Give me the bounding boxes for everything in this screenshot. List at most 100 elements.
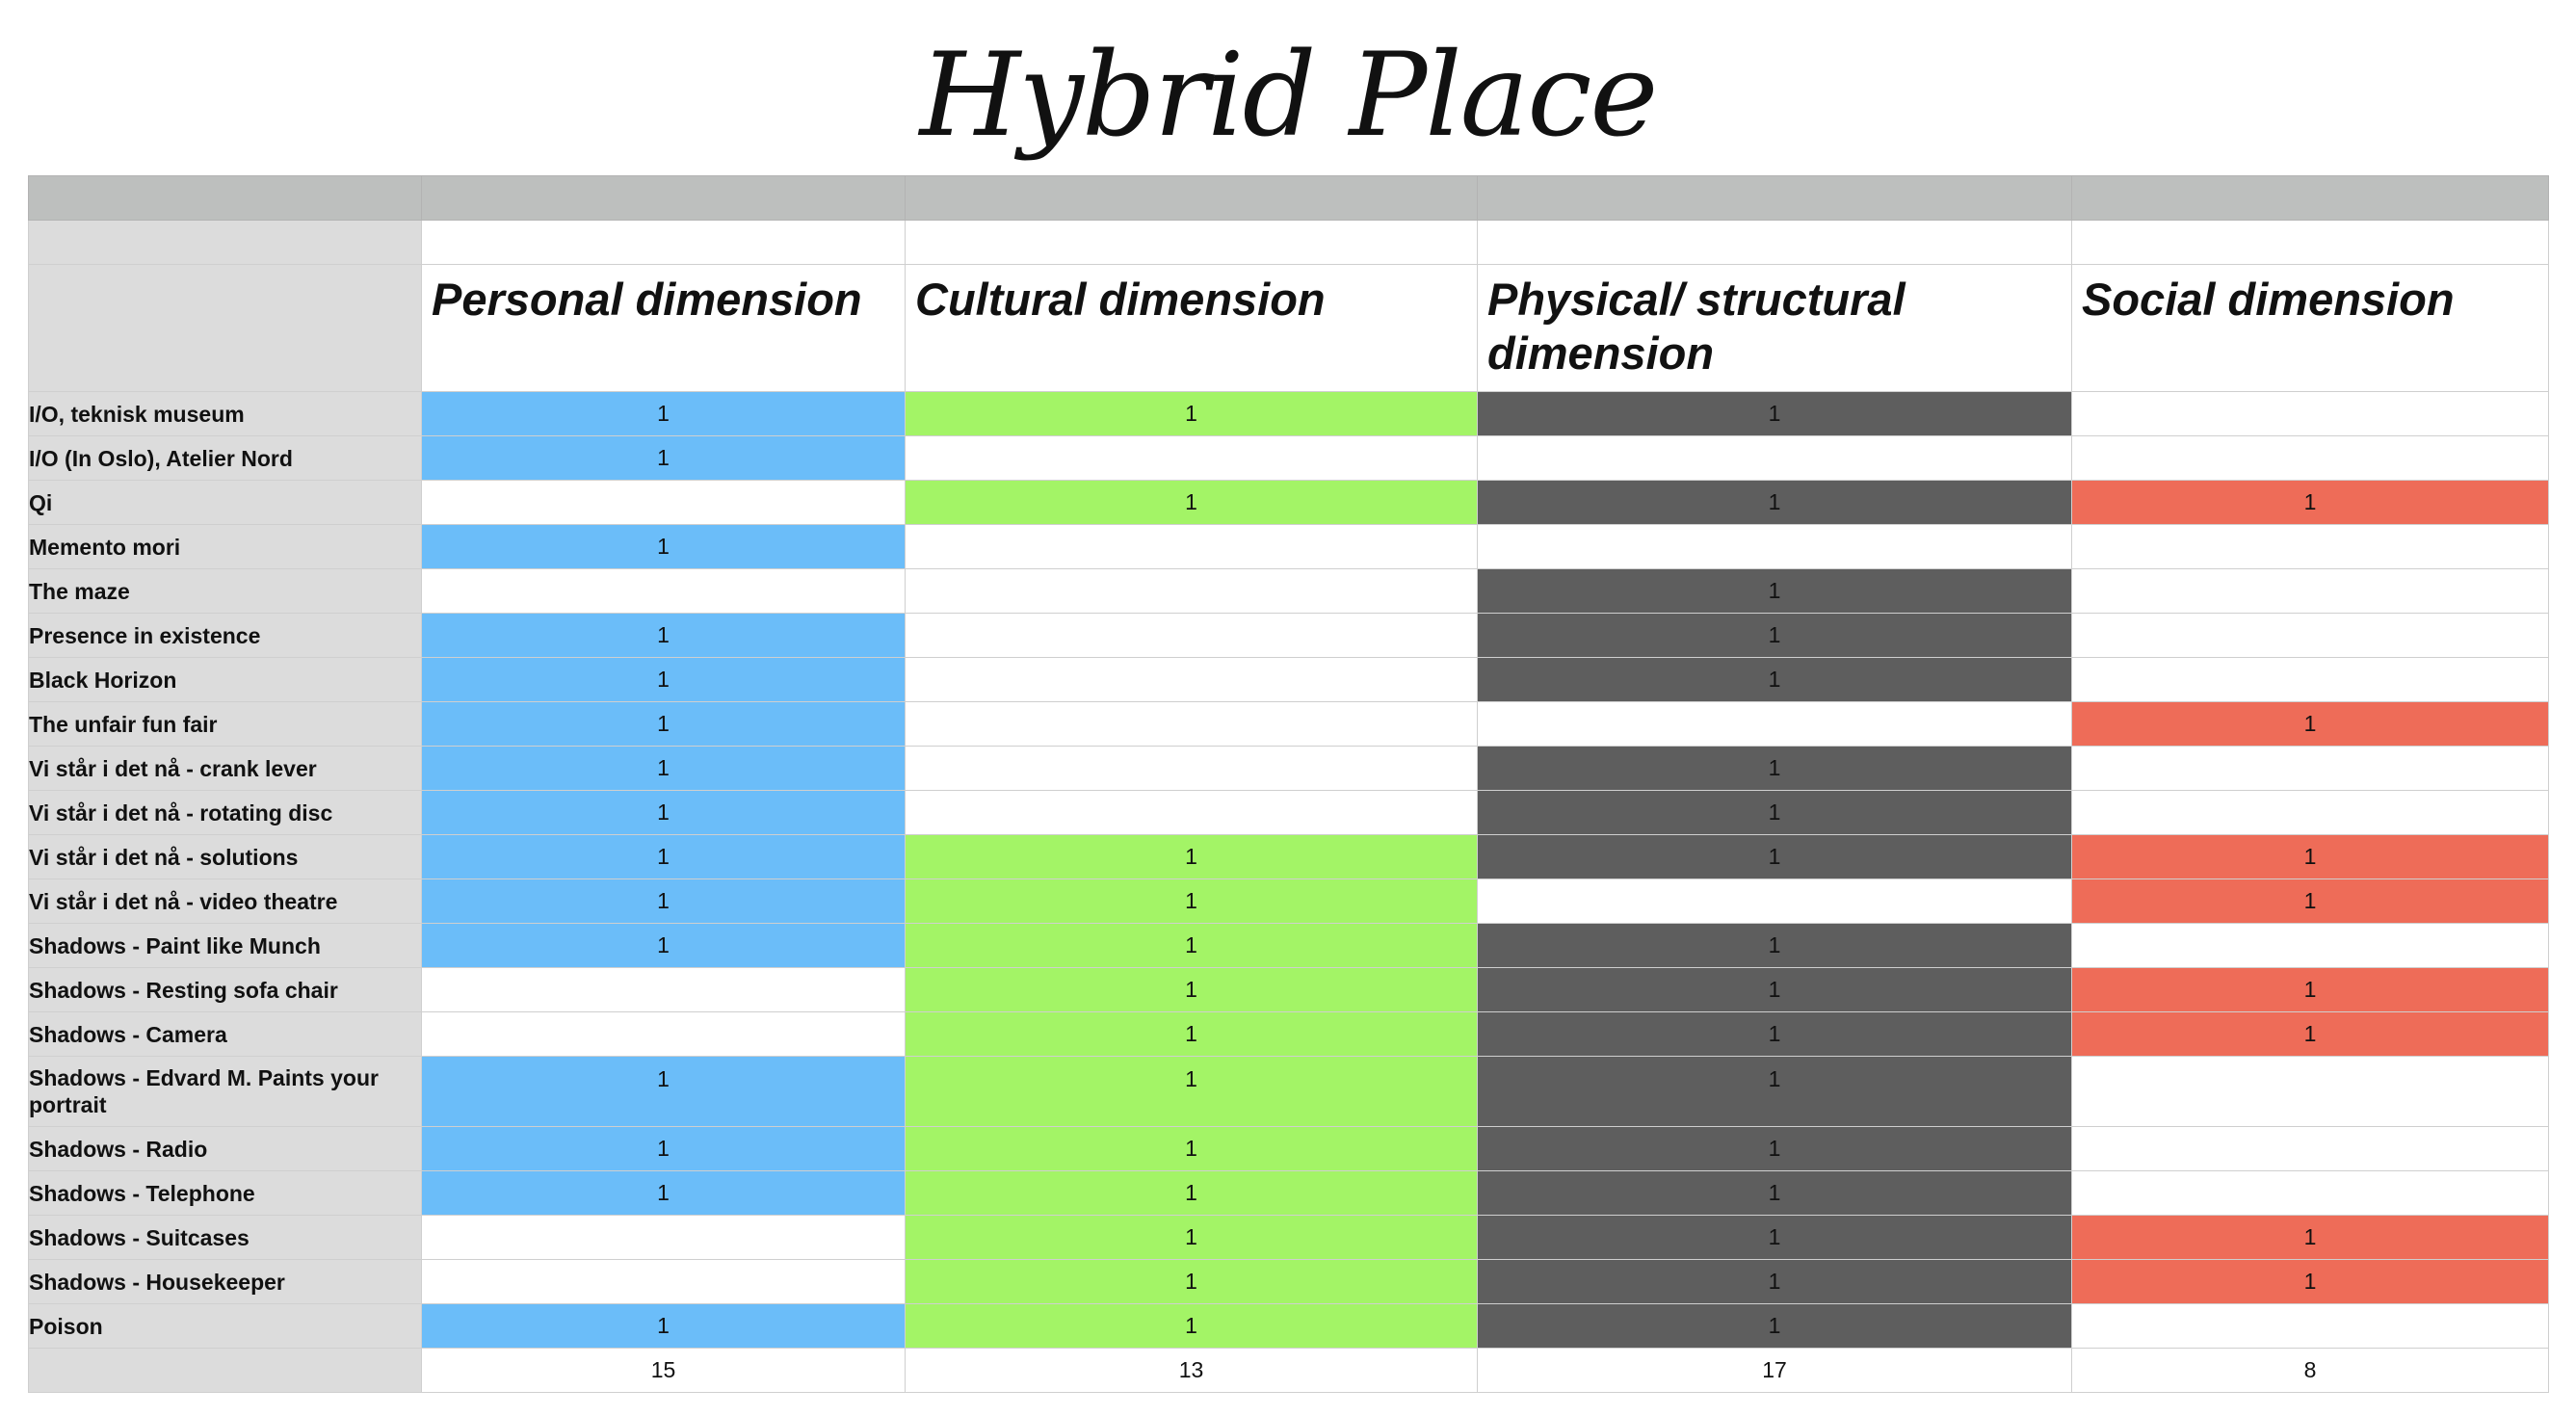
cell-physical[interactable]: 1 — [1477, 834, 2072, 879]
cell-social[interactable]: 1 — [2071, 1215, 2549, 1260]
row-label[interactable]: Qi — [28, 480, 422, 525]
cell-cultural[interactable]: 1 — [905, 1056, 1478, 1127]
row-label[interactable]: The unfair fun fair — [28, 701, 422, 747]
blank-cell[interactable] — [28, 220, 422, 265]
header-bar-cell[interactable] — [905, 175, 1478, 221]
cell-personal[interactable] — [421, 1011, 906, 1057]
row-label[interactable]: Shadows - Edvard M. Paints your portrait — [28, 1056, 422, 1127]
cell-physical[interactable]: 1 — [1477, 613, 2072, 658]
cell-social[interactable] — [2071, 1126, 2549, 1171]
row-label[interactable]: Poison — [28, 1303, 422, 1349]
column-header-personal[interactable]: Personal dimension — [421, 264, 906, 392]
cell-social[interactable] — [2071, 657, 2549, 702]
total-cultural[interactable]: 13 — [905, 1348, 1478, 1393]
cell-cultural[interactable]: 1 — [905, 1126, 1478, 1171]
cell-social[interactable] — [2071, 746, 2549, 791]
cell-social[interactable]: 1 — [2071, 480, 2549, 525]
cell-cultural[interactable] — [905, 657, 1478, 702]
row-label[interactable]: Shadows - Paint like Munch — [28, 923, 422, 968]
header-bar-cell[interactable] — [1477, 175, 2072, 221]
cell-physical[interactable]: 1 — [1477, 1303, 2072, 1349]
cell-personal[interactable]: 1 — [421, 613, 906, 658]
totals-label-cell[interactable] — [28, 1348, 422, 1393]
row-label[interactable]: Vi står i det nå - rotating disc — [28, 790, 422, 835]
header-bar-cell[interactable] — [28, 175, 422, 221]
row-label[interactable]: Shadows - Housekeeper — [28, 1259, 422, 1304]
total-physical[interactable]: 17 — [1477, 1348, 2072, 1393]
column-header-social[interactable]: Social dimension — [2071, 264, 2549, 392]
cell-physical[interactable]: 1 — [1477, 657, 2072, 702]
row-label[interactable]: Shadows - Telephone — [28, 1170, 422, 1216]
blank-cell[interactable] — [421, 220, 906, 265]
cell-personal[interactable]: 1 — [421, 657, 906, 702]
cell-personal[interactable]: 1 — [421, 1056, 906, 1127]
blank-cell[interactable] — [2071, 220, 2549, 265]
cell-cultural[interactable] — [905, 435, 1478, 481]
cell-physical[interactable] — [1477, 524, 2072, 569]
cell-social[interactable]: 1 — [2071, 1259, 2549, 1304]
cell-physical[interactable]: 1 — [1477, 1170, 2072, 1216]
cell-physical[interactable]: 1 — [1477, 967, 2072, 1012]
row-label[interactable]: I/O (In Oslo), Atelier Nord — [28, 435, 422, 481]
cell-personal[interactable] — [421, 1215, 906, 1260]
cell-personal[interactable]: 1 — [421, 435, 906, 481]
cell-cultural[interactable]: 1 — [905, 1215, 1478, 1260]
header-bar-cell[interactable] — [2071, 175, 2549, 221]
cell-cultural[interactable]: 1 — [905, 1259, 1478, 1304]
cell-social[interactable]: 1 — [2071, 834, 2549, 879]
cell-physical[interactable] — [1477, 435, 2072, 481]
cell-cultural[interactable]: 1 — [905, 391, 1478, 436]
cell-social[interactable] — [2071, 1303, 2549, 1349]
cell-physical[interactable]: 1 — [1477, 480, 2072, 525]
cell-personal[interactable]: 1 — [421, 878, 906, 924]
row-label[interactable]: Shadows - Resting sofa chair — [28, 967, 422, 1012]
row-label[interactable]: The maze — [28, 568, 422, 614]
cell-physical[interactable]: 1 — [1477, 1126, 2072, 1171]
cell-social[interactable] — [2071, 524, 2549, 569]
cell-physical[interactable]: 1 — [1477, 1011, 2072, 1057]
row-label[interactable]: Vi står i det nå - solutions — [28, 834, 422, 879]
row-label[interactable]: Presence in existence — [28, 613, 422, 658]
cell-cultural[interactable]: 1 — [905, 1011, 1478, 1057]
row-label[interactable]: Memento mori — [28, 524, 422, 569]
cell-physical[interactable]: 1 — [1477, 1259, 2072, 1304]
cell-cultural[interactable]: 1 — [905, 967, 1478, 1012]
row-label[interactable]: I/O, teknisk museum — [28, 391, 422, 436]
corner-cell[interactable] — [28, 264, 422, 392]
cell-social[interactable] — [2071, 391, 2549, 436]
cell-cultural[interactable] — [905, 613, 1478, 658]
cell-social[interactable] — [2071, 790, 2549, 835]
blank-cell[interactable] — [905, 220, 1478, 265]
cell-cultural[interactable] — [905, 790, 1478, 835]
cell-cultural[interactable]: 1 — [905, 1303, 1478, 1349]
cell-social[interactable]: 1 — [2071, 967, 2549, 1012]
row-label[interactable]: Black Horizon — [28, 657, 422, 702]
cell-personal[interactable]: 1 — [421, 790, 906, 835]
cell-cultural[interactable] — [905, 701, 1478, 747]
cell-cultural[interactable]: 1 — [905, 480, 1478, 525]
column-header-cultural[interactable]: Cultural dimension — [905, 264, 1478, 392]
cell-personal[interactable]: 1 — [421, 524, 906, 569]
cell-personal[interactable] — [421, 480, 906, 525]
cell-physical[interactable] — [1477, 878, 2072, 924]
cell-personal[interactable] — [421, 1259, 906, 1304]
row-label[interactable]: Shadows - Camera — [28, 1011, 422, 1057]
cell-social[interactable] — [2071, 613, 2549, 658]
row-label[interactable]: Shadows - Radio — [28, 1126, 422, 1171]
cell-physical[interactable]: 1 — [1477, 1215, 2072, 1260]
cell-personal[interactable] — [421, 967, 906, 1012]
cell-cultural[interactable]: 1 — [905, 923, 1478, 968]
cell-social[interactable] — [2071, 568, 2549, 614]
cell-personal[interactable] — [421, 568, 906, 614]
total-social[interactable]: 8 — [2071, 1348, 2549, 1393]
cell-cultural[interactable]: 1 — [905, 834, 1478, 879]
header-bar-cell[interactable] — [421, 175, 906, 221]
cell-cultural[interactable] — [905, 524, 1478, 569]
cell-personal[interactable]: 1 — [421, 746, 906, 791]
cell-social[interactable] — [2071, 1056, 2549, 1127]
cell-social[interactable]: 1 — [2071, 1011, 2549, 1057]
column-header-physical[interactable]: Physical/ structural dimension — [1477, 264, 2072, 392]
cell-physical[interactable]: 1 — [1477, 790, 2072, 835]
cell-personal[interactable]: 1 — [421, 834, 906, 879]
cell-personal[interactable]: 1 — [421, 1303, 906, 1349]
